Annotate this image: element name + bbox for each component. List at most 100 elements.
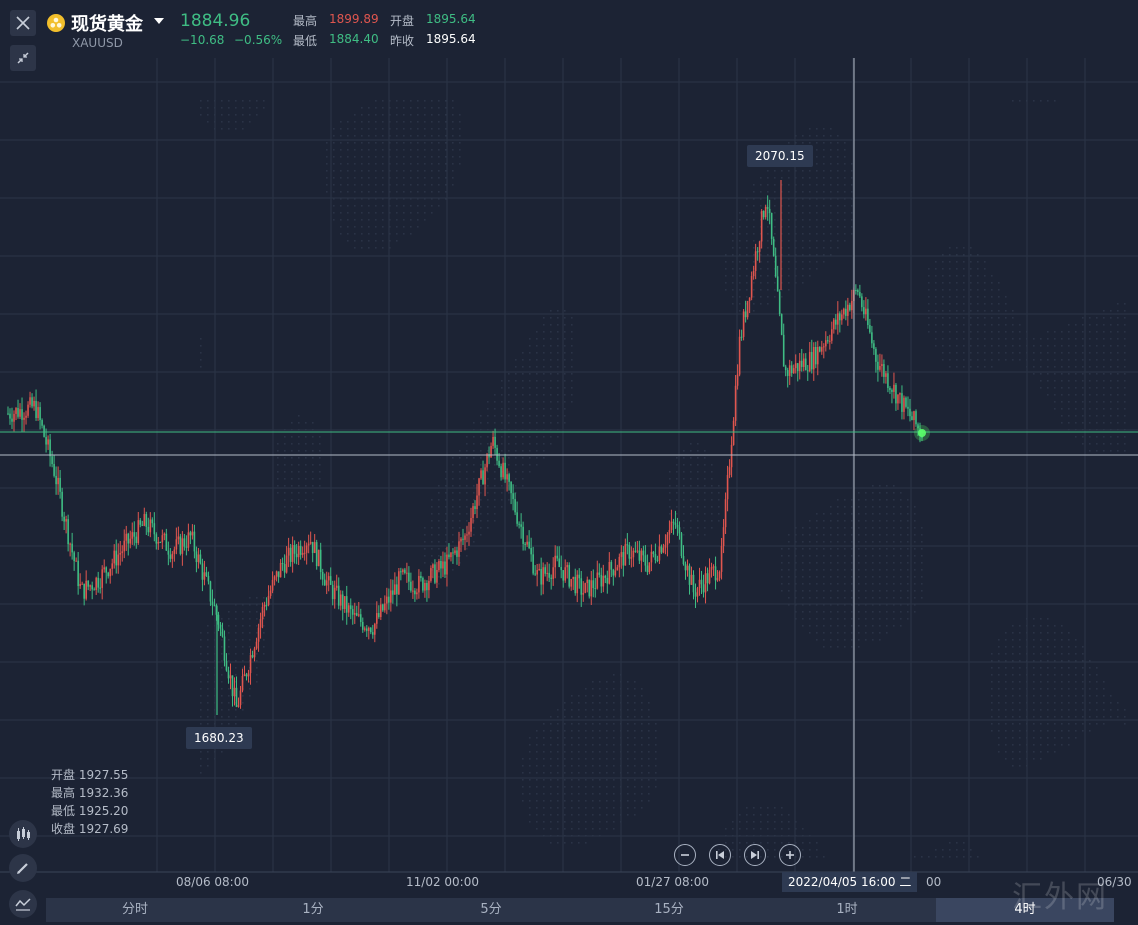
- candle-body: [231, 675, 234, 697]
- candle-body: [223, 636, 226, 661]
- watermark: 汇外网: [1012, 880, 1108, 915]
- candle-body: [440, 560, 442, 569]
- x-axis-label: 11/02 00:00: [406, 875, 479, 889]
- candle-body: [15, 407, 17, 414]
- period-tab-5m[interactable]: 5分: [480, 902, 502, 917]
- candle-body: [251, 655, 254, 658]
- candle-body: [434, 564, 436, 583]
- candle-body: [155, 534, 158, 544]
- candle-body: [780, 314, 783, 335]
- chart-type-button[interactable]: [9, 820, 37, 848]
- candle-body: [205, 572, 208, 576]
- candle-body: [446, 554, 448, 575]
- period-tab-15m[interactable]: 15分: [654, 902, 684, 917]
- candle-body: [482, 470, 484, 485]
- candle-body: [881, 364, 883, 366]
- candle-body: [398, 571, 400, 595]
- candle-body: [159, 541, 162, 543]
- candle-body: [620, 552, 623, 557]
- candle-body: [636, 550, 639, 552]
- candle-body: [820, 347, 823, 352]
- candle-body: [369, 627, 372, 633]
- candle-body: [700, 579, 703, 585]
- period-tab-1m[interactable]: 1分: [302, 902, 324, 917]
- candle-body: [694, 592, 697, 597]
- period-tab-tick[interactable]: 分时: [121, 902, 148, 917]
- candle-body: [802, 358, 805, 367]
- candle-body: [382, 604, 384, 611]
- candle-body: [233, 687, 236, 697]
- candle-body: [43, 425, 45, 437]
- candle-body: [27, 404, 29, 416]
- candle-body: [57, 477, 59, 485]
- candle-body: [19, 409, 21, 417]
- step-forward-button[interactable]: [744, 844, 766, 866]
- candle-body: [285, 555, 288, 573]
- indicator-button[interactable]: [9, 890, 37, 918]
- indicator-icon: [15, 898, 31, 911]
- candle-body: [658, 546, 661, 561]
- candle-body: [7, 413, 9, 415]
- zoom-in-button[interactable]: [779, 844, 801, 866]
- candle-body: [722, 527, 725, 547]
- instrument-title[interactable]: 现货黄金: [71, 14, 143, 35]
- ohlc-close: 收盘 1927.69: [51, 822, 129, 836]
- candle-body: [662, 547, 665, 553]
- candle-body: [498, 460, 500, 467]
- candle-body: [169, 554, 172, 559]
- candle-body: [35, 400, 37, 418]
- candle-body: [512, 493, 514, 500]
- candle-body: [163, 533, 166, 536]
- candle-body: [738, 336, 741, 375]
- candle-body: [191, 531, 194, 536]
- candle-body: [444, 561, 446, 575]
- candle-body: [448, 554, 450, 558]
- candle-body: [281, 563, 284, 565]
- draw-button[interactable]: [9, 854, 37, 882]
- candle-body: [13, 413, 15, 422]
- candle-body: [245, 674, 248, 677]
- candle-body: [131, 532, 134, 539]
- candle-body: [596, 572, 599, 589]
- step-back-button[interactable]: [709, 844, 731, 866]
- candle-body: [804, 358, 807, 371]
- candle-body: [436, 569, 438, 583]
- candle-body: [696, 588, 699, 597]
- candle-body: [742, 311, 745, 337]
- close-button[interactable]: [10, 10, 36, 36]
- candle-body: [490, 445, 492, 458]
- candle-body: [329, 576, 332, 585]
- candle-body: [818, 346, 821, 352]
- candle-body: [680, 533, 683, 556]
- period-tab-1h[interactable]: 1时: [836, 902, 858, 917]
- candle-body: [708, 569, 711, 584]
- shrink-button[interactable]: [10, 45, 36, 71]
- period-selector: 分时 1分 5分 15分 1时 4时: [46, 898, 1114, 922]
- candle-body: [640, 550, 643, 561]
- candle-body: [760, 210, 763, 242]
- period-tab-4h[interactable]: 4时: [936, 898, 1114, 922]
- candle-body: [253, 648, 256, 658]
- candle-body: [730, 444, 733, 468]
- candle-body: [365, 628, 368, 631]
- candle-body: [903, 397, 905, 412]
- candle-body: [899, 393, 901, 395]
- candle-body: [564, 567, 567, 581]
- candle-body: [690, 574, 693, 585]
- candle-body: [746, 300, 749, 318]
- candle-body: [558, 558, 561, 567]
- candle-body: [630, 557, 633, 559]
- zoom-out-button[interactable]: [674, 844, 696, 866]
- candle-body: [243, 674, 246, 677]
- chevron-down-icon[interactable]: [154, 18, 164, 24]
- candle-body: [257, 627, 260, 642]
- candle-body: [380, 604, 382, 617]
- candle-body: [69, 543, 71, 545]
- candle-body: [594, 588, 597, 590]
- candle-body: [702, 584, 705, 593]
- candle-body: [209, 581, 212, 602]
- candle-body: [239, 690, 242, 706]
- candle-body: [869, 325, 871, 333]
- candle-body: [837, 313, 839, 325]
